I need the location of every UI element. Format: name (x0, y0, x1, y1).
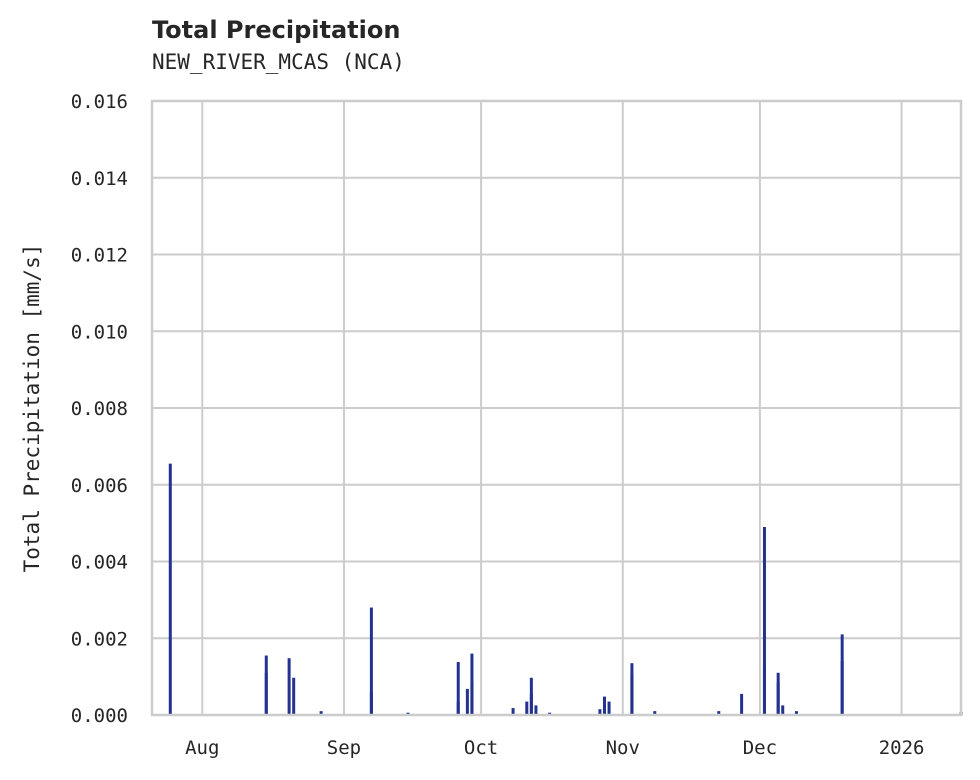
chart-title: Total Precipitation (152, 16, 401, 44)
precip-bar (630, 663, 634, 715)
precip-bar (602, 696, 606, 715)
y-tick-label: 0.006 (71, 475, 128, 497)
precip-bar (264, 655, 268, 715)
x-tick-label: Sep (327, 737, 361, 759)
precip-bar (456, 662, 460, 715)
x-tick-label: Oct (464, 737, 498, 759)
precip-bar (292, 677, 296, 715)
precip-bar (465, 688, 469, 715)
precip-bar (287, 658, 291, 715)
y-tick-label: 0.008 (71, 398, 128, 420)
precip-bar (740, 693, 744, 715)
precip-bar (456, 701, 460, 715)
grid-lines (152, 100, 961, 716)
precip-bar (840, 661, 844, 715)
y-tick-label: 0.010 (71, 321, 128, 343)
chart-subtitle: NEW_RIVER_MCAS (NCA) (152, 50, 405, 74)
x-tick-label: Nov (606, 737, 640, 759)
x-axis-ticks: Aug Sep Oct Nov Dec 2026 (185, 737, 924, 759)
precip-bar (762, 665, 766, 715)
precip-bar (168, 463, 172, 715)
y-tick-label: 0.016 (71, 91, 128, 113)
precip-bar (470, 682, 474, 715)
x-tick-label: Aug (185, 737, 219, 759)
precip-bar (607, 701, 611, 715)
precip-bar (369, 691, 373, 715)
precip-bar (794, 711, 798, 715)
precipitation-series (168, 463, 963, 715)
y-tick-label: 0.014 (71, 168, 128, 190)
y-tick-label: 0.004 (71, 552, 128, 574)
precip-bar (781, 705, 785, 715)
x-tick-label: Dec (743, 737, 777, 759)
precip-bar (598, 709, 602, 715)
precip-bar (653, 711, 657, 715)
precip-bar (529, 693, 533, 715)
precip-bar (369, 607, 373, 715)
y-axis-ticks: 0.000 0.002 0.004 0.006 0.008 0.010 0.012 0.014… (71, 91, 128, 727)
plot-frame (150, 99, 963, 717)
precip-bar (525, 701, 529, 715)
y-tick-label: 0.000 (71, 705, 128, 727)
precip-bar (511, 708, 515, 715)
y-tick-label: 0.002 (71, 628, 128, 650)
precip-bar (776, 682, 780, 715)
x-tick-label: 2026 (879, 737, 925, 759)
precip-bar (319, 711, 323, 715)
y-tick-label: 0.012 (71, 245, 128, 267)
precip-bar (534, 705, 538, 715)
precip-bar (717, 711, 721, 715)
precip-bar (762, 526, 766, 715)
